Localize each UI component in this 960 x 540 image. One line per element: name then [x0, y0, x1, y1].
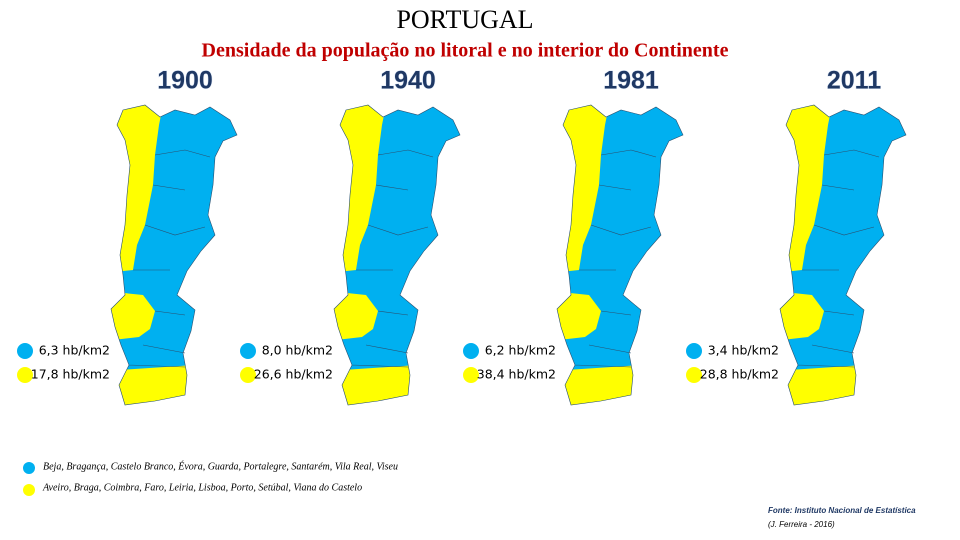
litoral-density: 17,8 hb/km2 [31, 367, 110, 382]
interior-swatch [240, 343, 256, 359]
portugal-map [105, 95, 237, 425]
year-label: 1940 [380, 67, 436, 95]
interior-density: 6,3 hb/km2 [39, 343, 110, 358]
title: PORTUGAL [396, 5, 533, 34]
interior-swatch [686, 343, 702, 359]
interior-density: 3,4 hb/km2 [708, 343, 779, 358]
subtitle: Densidade da população no litoral e no i… [202, 40, 729, 62]
litoral-density: 38,4 hb/km2 [477, 367, 556, 382]
year-label: 1981 [603, 67, 659, 95]
litoral-density: 28,8 hb/km2 [700, 367, 779, 382]
litoral-density: 26,6 hb/km2 [254, 367, 333, 382]
legend-litoral: Aveiro, Braga, Coimbra, Faro, Leiria, Li… [42, 482, 362, 493]
year-label: 1900 [157, 67, 213, 95]
portugal-map [328, 95, 460, 425]
litoral-swatch [240, 367, 256, 383]
legend-swatch [23, 462, 35, 474]
legend-swatch [23, 484, 35, 496]
portugal-map [774, 95, 906, 425]
litoral-swatch [686, 367, 702, 383]
litoral-swatch [463, 367, 479, 383]
interior-density: 6,2 hb/km2 [485, 343, 556, 358]
interior-density: 8,0 hb/km2 [262, 343, 333, 358]
interior-swatch [17, 343, 33, 359]
source: Fonte: Instituto Nacional de Estatística [768, 506, 916, 515]
year-label: 2011 [827, 67, 881, 95]
legend-interior: Beja, Bragança, Castelo Branco, Évora, G… [43, 460, 398, 472]
credit: (J. Ferreira - 2016) [768, 520, 835, 529]
interior-swatch [463, 343, 479, 359]
portugal-map [551, 95, 683, 425]
litoral-swatch [17, 367, 33, 383]
